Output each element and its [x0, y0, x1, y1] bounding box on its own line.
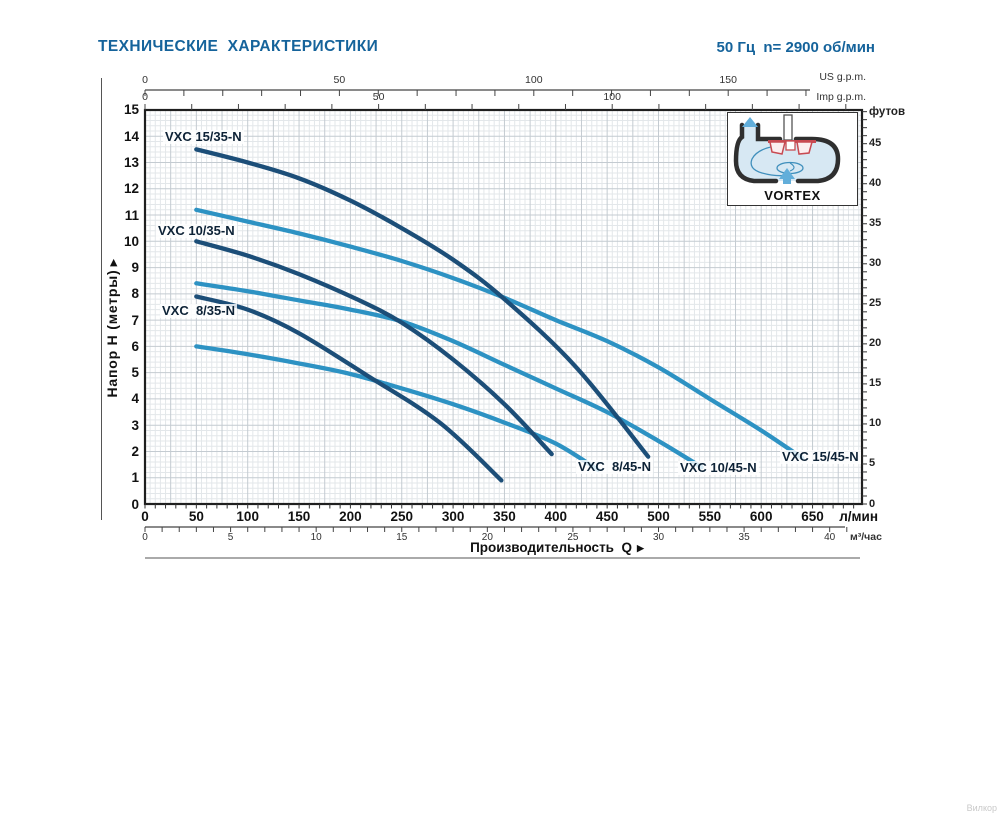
impeller-blade-right	[797, 142, 812, 154]
pump-curve-vxc-10/45-n	[196, 283, 701, 467]
left-axis-rule	[101, 78, 102, 520]
curve-label-vxc-10-35-n: VXC 10/35-N	[156, 224, 237, 238]
y-axis-title: Напор H (метры) ▶	[104, 258, 120, 397]
curve-label-vxc-8-35-n: VXC 8/35-N	[160, 304, 237, 318]
impeller-hub	[786, 141, 795, 150]
curve-label-vxc-15-45-n: VXC 15/45-N	[780, 450, 861, 464]
curve-label-vxc-8-45-n: VXC 8/45-N	[576, 460, 653, 474]
vortex-inset-box: VORTEX	[727, 112, 858, 206]
impeller-blade-left	[770, 142, 785, 154]
vortex-label: VORTEX	[728, 188, 857, 203]
up-arrow-icon: ▶	[108, 258, 118, 269]
curve-label-vxc-10-45-n: VXC 10/45-N	[678, 461, 759, 475]
curve-label-vxc-15-35-n: VXC 15/35-N	[163, 130, 244, 144]
pump-shaft	[784, 115, 792, 140]
technical-characteristics-page: ТЕХНИЧЕСКИЕ ХАРАКТЕРИСТИКИ 50 Гц n= 2900…	[0, 0, 1000, 819]
outlet-arrow-icon	[742, 117, 758, 127]
inlet-arrow-stem	[783, 179, 791, 184]
x-axis-title-text: Производительность Q	[470, 540, 632, 555]
watermark: Вилкор	[967, 803, 997, 813]
x-axis-title: Производительность Q ▶	[470, 540, 644, 555]
y-axis-title-text: Напор H (метры)	[104, 270, 120, 398]
right-arrow-icon: ▶	[632, 543, 644, 553]
